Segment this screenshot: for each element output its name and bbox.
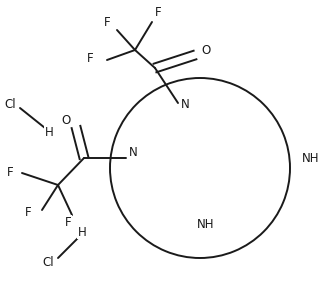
Text: O: O: [201, 44, 211, 56]
Text: Cl: Cl: [4, 98, 16, 110]
Text: H: H: [45, 125, 53, 138]
Text: NH: NH: [197, 218, 215, 231]
Text: N: N: [129, 145, 137, 159]
Text: F: F: [104, 16, 110, 28]
Text: N: N: [181, 99, 189, 112]
Text: H: H: [78, 225, 86, 239]
Text: F: F: [7, 166, 13, 178]
Text: F: F: [65, 216, 71, 228]
Text: F: F: [25, 206, 31, 220]
Text: F: F: [87, 52, 93, 64]
Text: NH: NH: [302, 152, 319, 164]
Text: Cl: Cl: [42, 257, 54, 270]
Text: F: F: [155, 5, 161, 19]
Text: O: O: [61, 113, 71, 127]
